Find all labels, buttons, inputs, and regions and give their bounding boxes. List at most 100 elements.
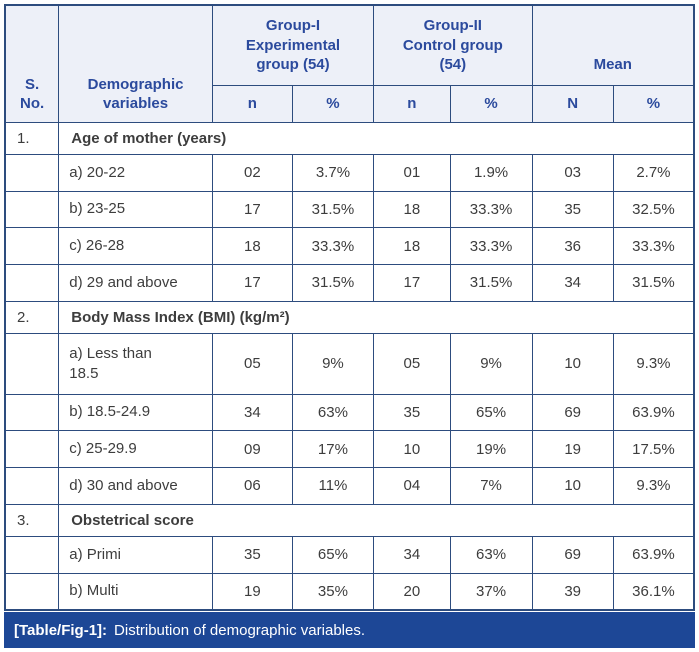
header-group1-cell: Group-I Experimental group (54) [211, 4, 375, 86]
header-group2-cell: Group-II Control group (54) [373, 4, 533, 86]
cell-value: 05 [373, 332, 451, 395]
table-header: S. No. Demographic variables Group-I Exp… [4, 4, 695, 123]
cell-value: 10 [373, 430, 451, 468]
row-label: b) 18.5-24.9 [58, 393, 213, 432]
cell-value: 19 [531, 430, 614, 468]
cell-value: 35 [531, 190, 614, 229]
table-row: a) Primi 35 65% 34 63% 69 63.9% [4, 536, 695, 574]
sno-empty-cell [4, 466, 60, 505]
cell-value: 3.7% [291, 153, 375, 192]
cell-value: 34 [211, 393, 293, 432]
table-row: c) 25-29.9 09 17% 10 19% 19 17.5% [4, 430, 695, 468]
row-label: a) Less than 18.5 [58, 332, 213, 395]
table-row: c) 26-28 18 33.3% 18 33.3% 36 33.3% [4, 227, 695, 265]
cell-value: 31.5% [291, 263, 375, 302]
cell-value: 17 [211, 263, 293, 302]
section-number: 1. [4, 121, 60, 155]
section-row-age: 1. Age of mother (years) [4, 121, 695, 155]
cell-value: 17% [291, 430, 375, 468]
cell-value: 63.9% [612, 393, 695, 432]
subheader-n2-cell: n [373, 84, 451, 123]
table-row: a) 20-22 02 3.7% 01 1.9% 03 2.7% [4, 153, 695, 192]
sno-empty-cell [4, 190, 60, 229]
caption-label: [Table/Fig-1]: [14, 621, 108, 639]
cell-value: 69 [531, 393, 614, 432]
cell-value: 35% [291, 572, 375, 611]
row-label: b) 23-25 [58, 190, 213, 229]
cell-value: 10 [531, 332, 614, 395]
table-row: d) 29 and above 17 31.5% 17 31.5% 34 31.… [4, 263, 695, 302]
sno-empty-cell [4, 227, 60, 265]
cell-value: 33.3% [612, 227, 695, 265]
cell-value: 39 [531, 572, 614, 611]
section-number: 3. [4, 503, 60, 538]
row-label: a) 20-22 [58, 153, 213, 192]
cell-value: 06 [211, 466, 293, 505]
cell-value: 9.3% [612, 332, 695, 395]
cell-value: 9% [291, 332, 375, 395]
row-label: d) 30 and above [58, 466, 213, 505]
cell-value: 65% [291, 536, 375, 574]
cell-value: 33.3% [291, 227, 375, 265]
header-group-row: S. No. Demographic variables Group-I Exp… [4, 4, 695, 123]
cell-value: 69 [531, 536, 614, 574]
cell-value: 31.5% [291, 190, 375, 229]
cell-value: 31.5% [612, 263, 695, 302]
row-label: c) 25-29.9 [58, 430, 213, 468]
cell-value: 17 [211, 190, 293, 229]
cell-value: 32.5% [612, 190, 695, 229]
cell-value: 37% [449, 572, 533, 611]
sno-empty-cell [4, 430, 60, 468]
cell-value: 17.5% [612, 430, 695, 468]
cell-value: 01 [373, 153, 451, 192]
subheader-n1-cell: n [211, 84, 293, 123]
cell-value: 1.9% [449, 153, 533, 192]
cell-value: 34 [531, 263, 614, 302]
table-body: 1. Age of mother (years) a) 20-22 02 3.7… [4, 121, 695, 611]
sno-empty-cell [4, 332, 60, 395]
cell-value: 10 [531, 466, 614, 505]
cell-value: 33.3% [449, 190, 533, 229]
section-title: Body Mass Index (BMI) (kg/m²) [58, 300, 695, 334]
cell-value: 9% [449, 332, 533, 395]
table-row: d) 30 and above 06 11% 04 7% 10 9.3% [4, 466, 695, 505]
sno-empty-cell [4, 536, 60, 574]
table-row: b) Multi 19 35% 20 37% 39 36.1% [4, 572, 695, 611]
cell-value: 20 [373, 572, 451, 611]
sno-empty-cell [4, 263, 60, 302]
cell-value: 19% [449, 430, 533, 468]
cell-value: 65% [449, 393, 533, 432]
subheader-N-cell: N [531, 84, 614, 123]
section-number: 2. [4, 300, 60, 334]
section-title: Obstetrical score [58, 503, 695, 538]
cell-value: 05 [211, 332, 293, 395]
cell-value: 02 [211, 153, 293, 192]
table-row: b) 23-25 17 31.5% 18 33.3% 35 32.5% [4, 190, 695, 229]
cell-value: 9.3% [612, 466, 695, 505]
table-caption-bar: [Table/Fig-1]: Distribution of demograph… [4, 612, 695, 648]
cell-value: 18 [373, 227, 451, 265]
cell-value: 19 [211, 572, 293, 611]
cell-value: 18 [373, 190, 451, 229]
row-label: d) 29 and above [58, 263, 213, 302]
cell-value: 17 [373, 263, 451, 302]
section-title: Age of mother (years) [58, 121, 695, 155]
cell-value: 31.5% [449, 263, 533, 302]
sno-empty-cell [4, 572, 60, 611]
cell-value: 04 [373, 466, 451, 505]
header-sno-cell: S. No. [4, 4, 60, 123]
cell-value: 63% [449, 536, 533, 574]
subheader-pctmean-cell: % [612, 84, 695, 123]
cell-value: 11% [291, 466, 375, 505]
subheader-pct2-cell: % [449, 84, 533, 123]
cell-value: 36 [531, 227, 614, 265]
cell-value: 35 [211, 536, 293, 574]
table-row: a) Less than 18.5 05 9% 05 9% 10 9.3% [4, 332, 695, 395]
cell-value: 7% [449, 466, 533, 505]
header-demographic-cell: Demographic variables [58, 4, 213, 123]
cell-value: 09 [211, 430, 293, 468]
row-label: b) Multi [58, 572, 213, 611]
cell-value: 35 [373, 393, 451, 432]
cell-value: 03 [531, 153, 614, 192]
